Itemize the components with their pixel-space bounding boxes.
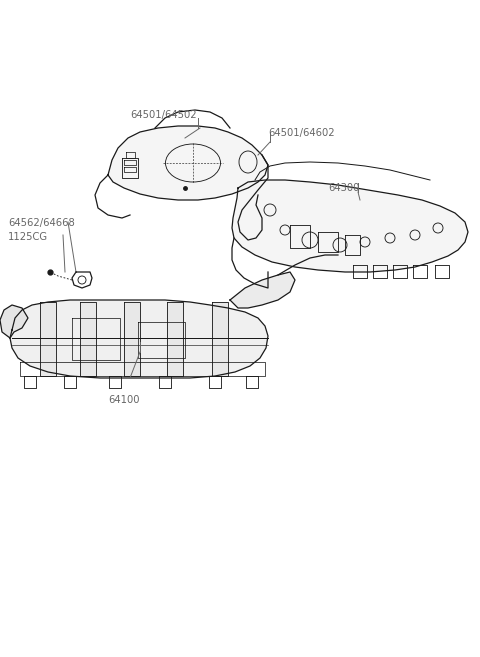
Polygon shape: [10, 300, 268, 378]
Polygon shape: [108, 126, 268, 200]
Text: 64100: 64100: [108, 395, 140, 405]
Text: 1125CG: 1125CG: [8, 232, 48, 242]
Polygon shape: [0, 305, 28, 338]
Polygon shape: [40, 302, 56, 376]
Polygon shape: [80, 302, 96, 376]
Polygon shape: [232, 180, 468, 272]
Text: 64501/64602: 64501/64602: [268, 128, 335, 138]
Text: 64562/64668: 64562/64668: [8, 218, 75, 228]
Text: 64300: 64300: [328, 183, 360, 193]
Polygon shape: [212, 302, 228, 376]
Polygon shape: [230, 272, 295, 308]
Polygon shape: [167, 302, 183, 376]
Polygon shape: [124, 302, 140, 376]
Text: 64501/64502: 64501/64502: [130, 110, 197, 120]
